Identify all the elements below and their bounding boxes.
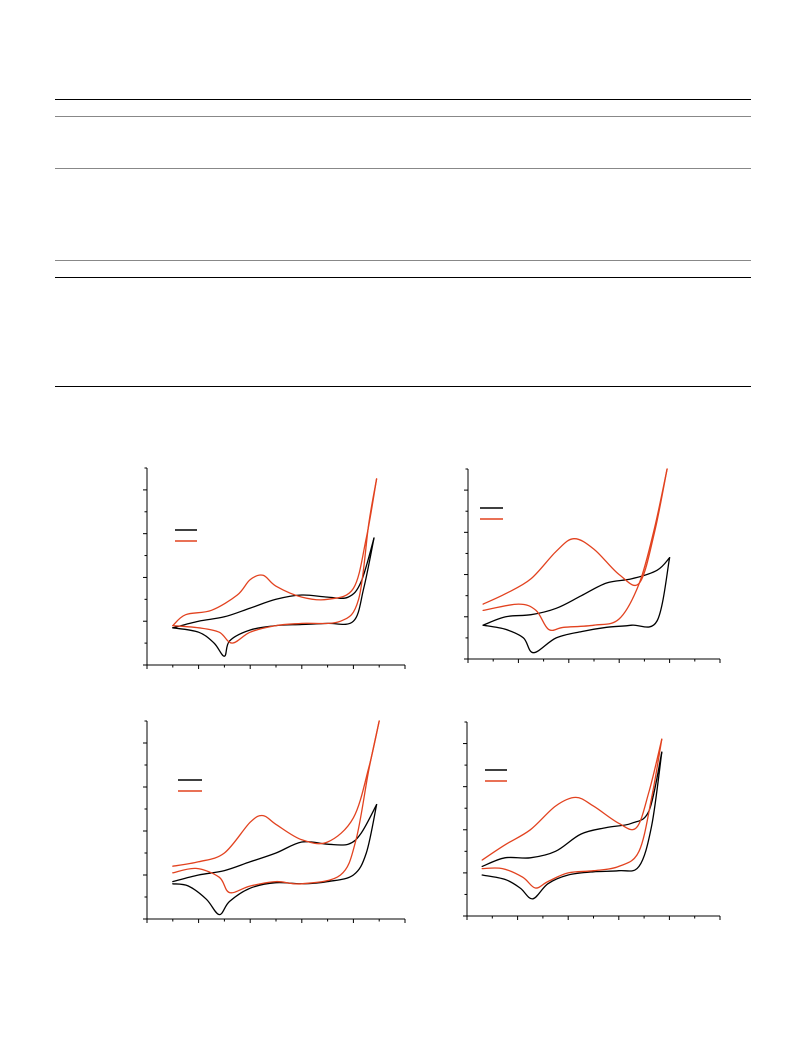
cv-chart-svg-top-right	[464, 468, 721, 663]
table-2-body	[55, 278, 751, 385]
cv-line-series-2-reverse-bottom-right	[481, 738, 663, 889]
table-1-top-rule	[55, 99, 751, 100]
cv-chart-bottom-right	[458, 719, 728, 924]
table-2-header-rule	[55, 277, 751, 278]
cv-line-series-1-reverse-bottom-right	[481, 751, 663, 900]
cv-line-series-2-forward-bottom-left	[172, 720, 380, 867]
cv-chart-top-right	[458, 466, 728, 666]
cv-line-series-2-reverse-top-right	[482, 468, 668, 632]
cv-line-series-2-forward-top-right	[482, 468, 668, 605]
cv-line-series-1-reverse-bottom-left	[172, 803, 378, 916]
table-1-body	[55, 117, 751, 167]
table-1-header-rule	[55, 116, 751, 117]
cv-line-series-1-forward-bottom-right	[481, 751, 663, 868]
cv-line-series-1-reverse-top-left	[172, 537, 375, 657]
table-2-top-rule	[55, 260, 751, 261]
cv-chart-svg-bottom-right	[463, 721, 721, 920]
cv-line-series-2-reverse-bottom-left	[172, 720, 380, 894]
cv-line-series-1-forward-top-right	[482, 557, 671, 626]
cv-line-series-1-forward-top-left	[172, 537, 375, 629]
cv-chart-svg-top-left	[143, 467, 406, 669]
cv-line-series-2-forward-top-left	[172, 478, 378, 627]
cv-line-series-2-reverse-top-left	[172, 478, 378, 644]
table-2-bottom-rule	[55, 386, 751, 387]
cv-line-series-1-reverse-top-right	[482, 557, 671, 654]
table-1-bottom-rule	[55, 168, 751, 169]
cv-chart-bottom-left	[138, 718, 413, 933]
cv-line-series-2-forward-bottom-right	[481, 738, 663, 861]
cv-chart-top-left	[138, 465, 413, 680]
cv-chart-svg-bottom-left	[143, 720, 406, 923]
